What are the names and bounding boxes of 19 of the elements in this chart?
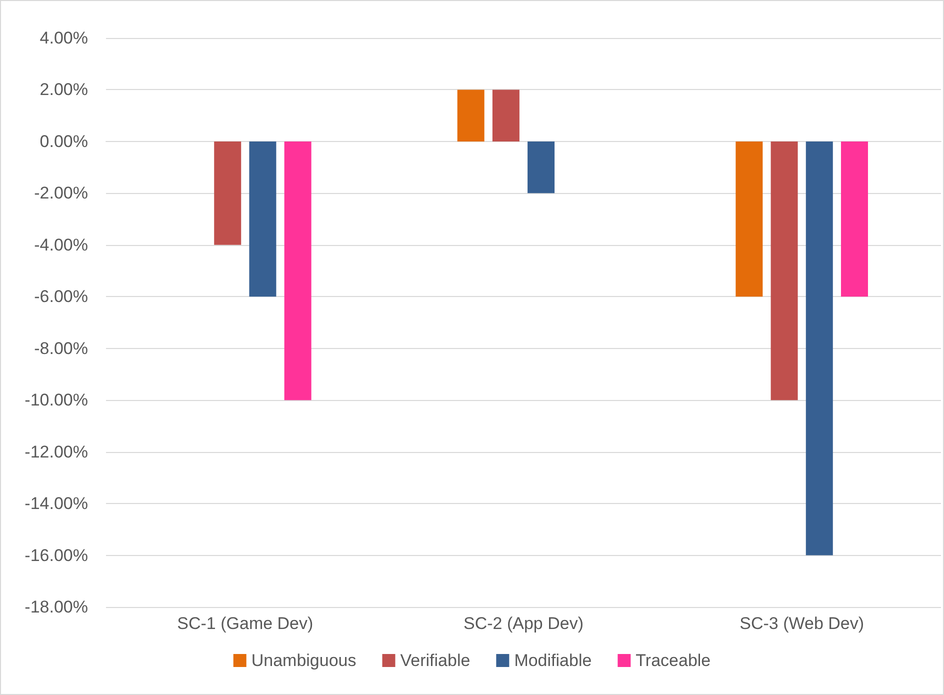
y-tick-label: -6.00% (34, 287, 88, 306)
y-tick-label: 4.00% (40, 28, 88, 48)
y-tick-label: -10.00% (24, 390, 88, 410)
y-tick-label: -2.00% (34, 184, 88, 203)
legend-label: Unambiguous (251, 651, 356, 670)
y-tick-label: -18.00% (24, 598, 88, 616)
x-tick-label: SC-3 (Web Dev) (740, 614, 864, 633)
y-tick-label: 0.00% (40, 132, 88, 151)
x-tick-label: SC-1 (Game Dev) (177, 614, 314, 633)
legend-label: Verifiable (400, 651, 470, 670)
y-tick-label: -14.00% (24, 494, 88, 514)
y-tick-label: -8.00% (34, 338, 88, 358)
legend-label: Traceable (636, 651, 711, 670)
legend-label: Modifiable (514, 651, 592, 670)
y-tick-label: -12.00% (24, 442, 88, 462)
y-tick-label: 2.00% (40, 80, 88, 100)
x-tick-label: SC-2 (App Dev) (464, 614, 584, 633)
y-tick-label: -4.00% (34, 235, 88, 254)
y-tick-label: -16.00% (24, 546, 88, 565)
